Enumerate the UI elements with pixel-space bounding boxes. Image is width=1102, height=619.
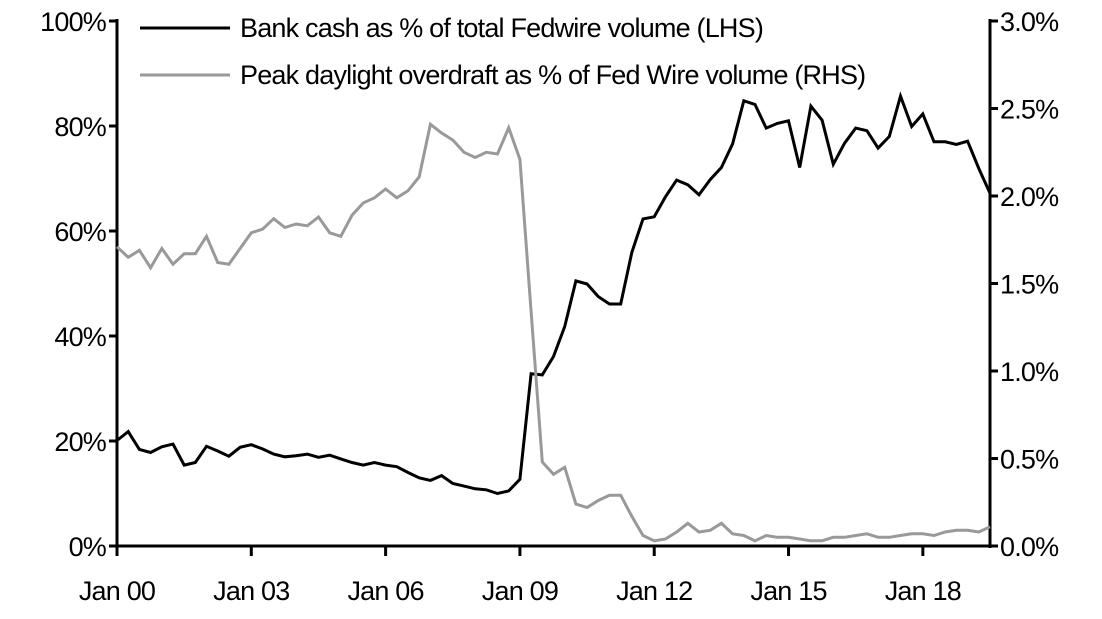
left-y-tick-label: 80%	[54, 112, 106, 142]
x-tick-label: Jan 18	[885, 576, 961, 606]
left-y-tick-label: 40%	[54, 322, 106, 352]
x-tick-label: Jan 06	[347, 576, 423, 606]
right-y-tick-label: 0.0%	[1000, 532, 1059, 562]
series-line-bank-cash	[116, 91, 992, 496]
right-y-tick-label: 2.0%	[1000, 182, 1059, 212]
x-tick-label: Jan 12	[616, 576, 692, 606]
left-y-tick-label: 100%	[40, 7, 107, 37]
right-y-tick-label: 1.0%	[1000, 357, 1059, 387]
right-y-tick-label: 1.5%	[1000, 270, 1059, 300]
series-lines	[115, 91, 992, 543]
left-y-tick-label: 20%	[54, 427, 106, 457]
axes: 0% 20% 40% 60% 80% 100% 0.0% 0.5% 1.0% 1.5% 2.0% 2.…	[40, 7, 1060, 606]
left-y-tick-label: 60%	[54, 217, 106, 247]
series-line-daylight-overdraft	[115, 121, 991, 543]
legend-label-bank-cash: Bank cash as % of total Fedwire volume (…	[240, 13, 763, 43]
left-y-tick-label: 0%	[69, 532, 107, 562]
legend: Bank cash as % of total Fedwire volume (…	[140, 13, 866, 90]
x-tick-label: Jan 03	[213, 576, 289, 606]
right-y-tick-label: 3.0%	[1000, 7, 1059, 37]
right-y-tick-label: 2.5%	[1000, 95, 1059, 125]
x-tick-label: Jan 00	[79, 576, 155, 606]
legend-label-daylight-overdraft: Peak daylight overdraft as % of Fed Wire…	[240, 60, 865, 90]
right-y-tick-label: 0.5%	[1000, 445, 1059, 475]
x-tick-label: Jan 15	[750, 576, 826, 606]
x-tick-label: Jan 09	[482, 576, 558, 606]
